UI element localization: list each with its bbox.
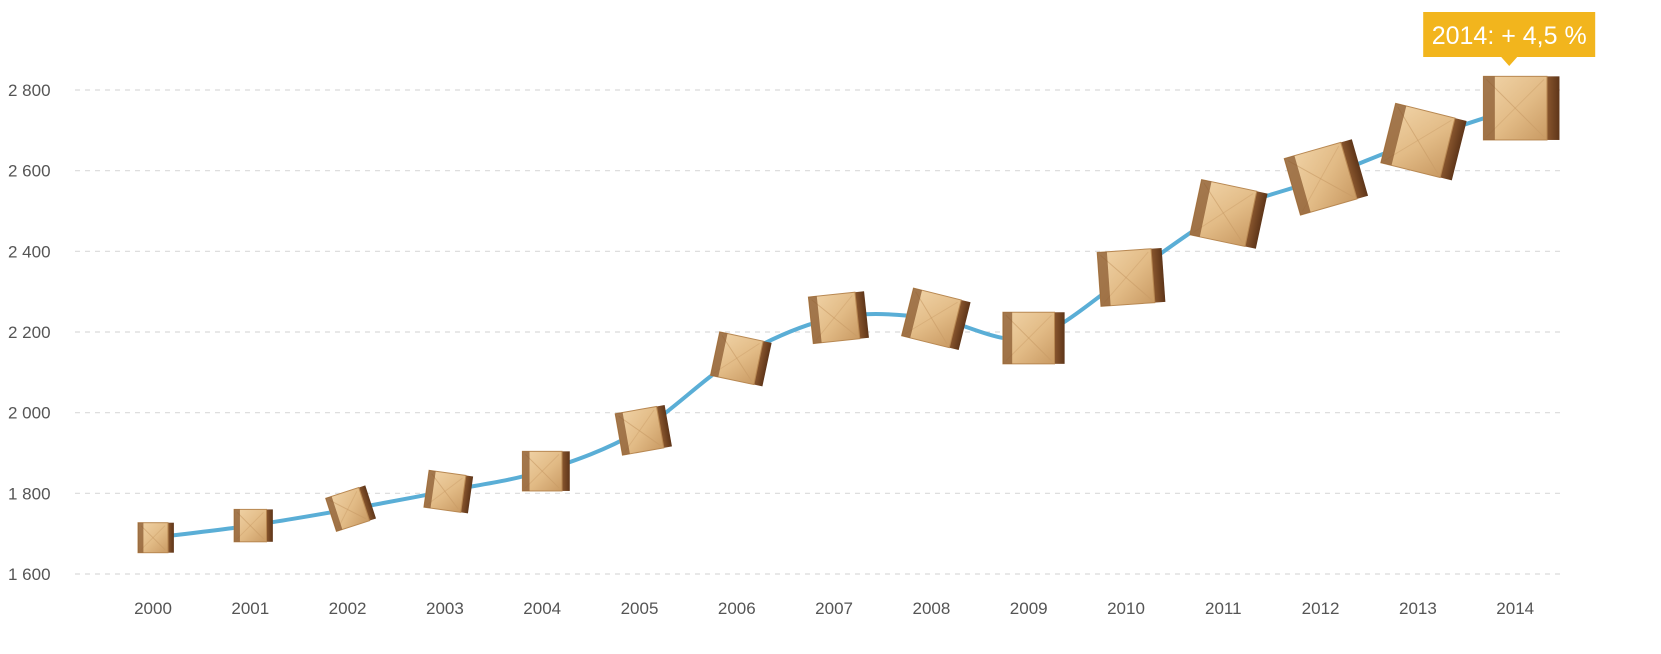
x-tick-label: 2009 [1010,599,1048,618]
x-tick-label: 2007 [815,599,853,618]
y-tick-label: 2 800 [8,81,51,100]
data-point [1482,75,1560,141]
data-point [521,450,570,492]
data-point [900,287,971,351]
data-point [709,331,772,387]
data-point [325,485,377,533]
data-point [1380,102,1467,181]
x-tick-label: 2010 [1107,599,1145,618]
data-point [807,291,869,345]
x-tick-label: 2012 [1302,599,1340,618]
x-tick-label: 2014 [1496,599,1534,618]
data-markers [137,75,1560,554]
y-tick-label: 2 600 [8,162,51,181]
data-point [1096,247,1166,307]
data-point [423,469,474,514]
x-tick-label: 2013 [1399,599,1437,618]
x-tick-label: 2008 [912,599,950,618]
x-axis: 2000 2001 2002 2003 2004 2005 2006 2007 2008 2009… [134,599,1534,618]
data-point [1283,139,1369,216]
data-point [1189,178,1268,249]
y-tick-label: 1 800 [8,484,51,503]
y-tick-label: 1 600 [8,565,51,584]
data-point [614,405,672,456]
y-tick-label: 2 000 [8,404,51,423]
x-tick-label: 2001 [231,599,269,618]
callout-box [1423,12,1596,66]
x-tick-label: 2000 [134,599,172,618]
data-point [1002,311,1065,365]
y-axis: 1 600 1 800 2 000 2 200 2 400 2 600 2 800 [8,81,51,584]
data-point [137,522,174,554]
x-tick-label: 2004 [523,599,561,618]
y-tick-label: 2 200 [8,323,51,342]
x-tick-label: 2003 [426,599,464,618]
x-tick-label: 2006 [718,599,756,618]
x-tick-label: 2005 [621,599,659,618]
annotation-label: 2014: + 4,5 % [1432,22,1587,50]
y-tick-label: 2 400 [8,242,51,261]
x-tick-label: 2011 [1205,599,1242,618]
x-tick-label: 2002 [329,599,367,618]
data-point [233,508,273,543]
annotation-callout: 2014: + 4,5 % [1423,12,1596,66]
